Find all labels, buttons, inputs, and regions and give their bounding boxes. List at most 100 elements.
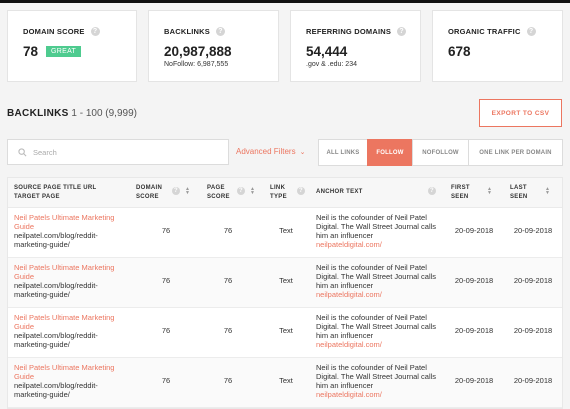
domain-score-value: 76 <box>161 326 171 335</box>
status-badge: GREAT <box>46 46 82 57</box>
help-icon[interactable]: ? <box>428 187 436 195</box>
table-header: SOURCE PAGE TITLE URL TARGET PAGE DOMAIN S… <box>8 178 562 208</box>
top-bar <box>0 0 570 3</box>
sort-arrows-icon[interactable]: ▲ ▼ <box>185 186 191 196</box>
help-icon[interactable]: ? <box>526 27 536 36</box>
anchor-cell: Neil is the cofounder of Neil Patel Digi… <box>316 363 441 399</box>
tab-follow[interactable]: FOLLOW <box>367 139 413 166</box>
stat-value: 20,987,888 <box>164 44 232 59</box>
tab-one-link-per-domain[interactable]: ONE LINK PER DOMAIN <box>468 139 563 166</box>
tab-all-links[interactable]: ALL LINKS <box>318 139 368 166</box>
help-icon[interactable]: ? <box>397 27 407 36</box>
anchor-link[interactable]: neilpateldigital.com/ <box>316 340 382 349</box>
stat-sub: .gov & .edu: 234 <box>306 61 357 68</box>
stat-sub: NoFollow: 6,987,555 <box>164 61 229 68</box>
anchor-cell: Neil is the cofounder of Neil Patel Digi… <box>316 213 441 249</box>
table-row: Neil Patels Ultimate Marketing Guide nei… <box>8 308 562 358</box>
source-title-link[interactable]: Neil Patels Ultimate Marketing Guide <box>14 313 115 331</box>
domain-score-value: 76 <box>161 376 171 385</box>
section-title-label: BACKLINKS <box>7 108 69 119</box>
anchor-link[interactable]: neilpateldigital.com/ <box>316 290 382 299</box>
chevron-down-icon: ⌄ <box>299 148 306 156</box>
backlinks-table: SOURCE PAGE TITLE URL TARGET PAGE DOMAIN S… <box>7 177 563 409</box>
stat-label: BACKLINKS <box>164 27 210 36</box>
anchor-cell: Neil is the cofounder of Neil Patel Digi… <box>316 263 441 299</box>
stat-value: 678 <box>448 44 471 59</box>
table-row: Neil Patels Ultimate Marketing Guide nei… <box>8 258 562 308</box>
help-icon[interactable]: ? <box>297 187 305 195</box>
target-page-url: neilpatel.com/blog/reddit-marketing-guid… <box>14 281 98 299</box>
table-body: Neil Patels Ultimate Marketing Guide nei… <box>8 208 562 408</box>
last-seen-value: 20-09-2018 <box>513 276 553 285</box>
stat-card-referring-domains: REFERRING DOMAINS? 54,444 .gov & .edu: 2… <box>290 10 421 82</box>
section-title: BACKLINKS 1 - 100 (9,999) <box>7 108 137 119</box>
source-title-link[interactable]: Neil Patels Ultimate Marketing Guide <box>14 363 115 381</box>
link-type-value: Text <box>279 276 293 285</box>
col-page-score[interactable]: PAGE SCORE <box>207 185 230 200</box>
first-seen-value: 20-09-2018 <box>454 376 494 385</box>
link-type-value: Text <box>279 326 293 335</box>
source-cell: Neil Patels Ultimate Marketing Guide nei… <box>14 263 132 299</box>
anchor-text: Neil is the cofounder of Neil Patel Digi… <box>316 313 437 340</box>
link-type-value: Text <box>279 226 293 235</box>
help-icon[interactable]: ? <box>90 27 100 36</box>
stat-card-domain-score: DOMAIN SCORE? 78 GREAT <box>7 10 137 82</box>
target-page-url: neilpatel.com/blog/reddit-marketing-guid… <box>14 331 98 349</box>
domain-score-value: 76 <box>161 226 171 235</box>
target-page-url: neilpatel.com/blog/reddit-marketing-guid… <box>14 381 98 399</box>
col-source[interactable]: SOURCE PAGE TITLE URL TARGET PAGE <box>14 185 97 200</box>
search-icon <box>18 147 27 156</box>
anchor-link[interactable]: neilpateldigital.com/ <box>316 390 382 399</box>
domain-score-value: 76 <box>161 276 171 285</box>
anchor-text: Neil is the cofounder of Neil Patel Digi… <box>316 263 437 290</box>
help-icon[interactable]: ? <box>237 187 245 195</box>
help-icon[interactable]: ? <box>172 187 180 195</box>
first-seen-value: 20-09-2018 <box>454 226 494 235</box>
stat-label: DOMAIN SCORE <box>23 27 85 36</box>
page-score-value: 76 <box>223 376 233 385</box>
source-title-link[interactable]: Neil Patels Ultimate Marketing Guide <box>14 213 115 231</box>
source-cell: Neil Patels Ultimate Marketing Guide nei… <box>14 313 132 349</box>
sort-arrows-icon[interactable]: ▲ ▼ <box>250 186 256 196</box>
table-row: Neil Patels Ultimate Marketing Guide nei… <box>8 208 562 258</box>
last-seen-value: 20-09-2018 <box>513 376 553 385</box>
search-placeholder: Search <box>33 147 57 157</box>
stat-label: ORGANIC TRAFFIC <box>448 27 521 36</box>
anchor-cell: Neil is the cofounder of Neil Patel Digi… <box>316 313 441 349</box>
col-domain-score[interactable]: DOMAIN SCORE <box>136 185 163 200</box>
first-seen-value: 20-09-2018 <box>454 276 494 285</box>
anchor-link[interactable]: neilpateldigital.com/ <box>316 240 382 249</box>
advanced-filters-dropdown[interactable]: Advanced Filters ⌄ <box>236 147 305 156</box>
last-seen-value: 20-09-2018 <box>513 326 553 335</box>
advanced-filters-label: Advanced Filters <box>236 147 296 156</box>
first-seen-value: 20-09-2018 <box>454 326 494 335</box>
anchor-text: Neil is the cofounder of Neil Patel Digi… <box>316 363 437 390</box>
page-score-value: 76 <box>223 226 233 235</box>
link-type-value: Text <box>279 376 293 385</box>
sort-arrows-icon[interactable]: ▲ ▼ <box>545 186 551 196</box>
source-cell: Neil Patels Ultimate Marketing Guide nei… <box>14 363 132 399</box>
stat-card-backlinks: BACKLINKS? 20,987,888 NoFollow: 6,987,55… <box>148 10 279 82</box>
sort-arrows-icon[interactable]: ▲ ▼ <box>487 186 493 196</box>
stat-card-organic-traffic: ORGANIC TRAFFIC? 678 <box>432 10 563 82</box>
stat-value: 54,444 <box>306 44 348 59</box>
search-input[interactable]: Search <box>7 139 229 165</box>
stat-value: 78 <box>23 44 39 59</box>
stat-label: REFERRING DOMAINS <box>306 27 392 36</box>
col-first-seen[interactable]: FIRST SEEN <box>451 185 470 200</box>
source-title-link[interactable]: Neil Patels Ultimate Marketing Guide <box>14 263 115 281</box>
help-icon[interactable]: ? <box>215 27 225 36</box>
table-row: Neil Patels Ultimate Marketing Guide nei… <box>8 358 562 408</box>
col-last-seen[interactable]: LAST SEEN <box>510 185 528 200</box>
tab-nofollow[interactable]: NOFOLLOW <box>412 139 469 166</box>
export-csv-button[interactable]: EXPORT TO CSV <box>479 99 562 127</box>
page-score-value: 76 <box>223 326 233 335</box>
col-anchor-text[interactable]: ANCHOR TEXT <box>316 189 363 195</box>
col-link-type[interactable]: LINK TYPE <box>270 185 287 200</box>
page-score-value: 76 <box>223 276 233 285</box>
anchor-text: Neil is the cofounder of Neil Patel Digi… <box>316 213 437 240</box>
section-range: 1 - 100 (9,999) <box>68 108 137 119</box>
target-page-url: neilpatel.com/blog/reddit-marketing-guid… <box>14 231 98 249</box>
last-seen-value: 20-09-2018 <box>513 226 553 235</box>
source-cell: Neil Patels Ultimate Marketing Guide nei… <box>14 213 132 249</box>
